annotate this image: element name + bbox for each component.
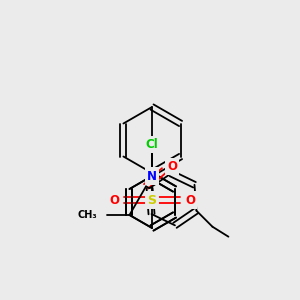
- Text: N: N: [147, 169, 157, 182]
- Text: CH₃: CH₃: [78, 210, 98, 220]
- Text: O: O: [185, 194, 195, 206]
- Text: Cl: Cl: [146, 138, 158, 151]
- Text: S: S: [148, 194, 157, 206]
- Text: O: O: [109, 194, 119, 206]
- Text: O: O: [167, 160, 177, 173]
